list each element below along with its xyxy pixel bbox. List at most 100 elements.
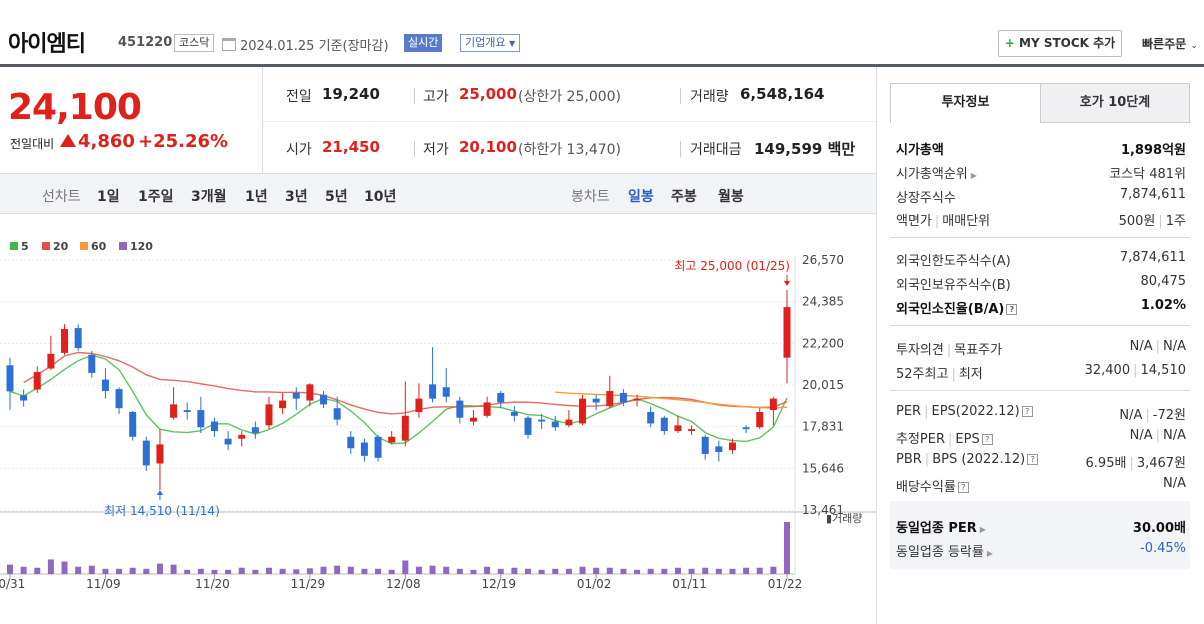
low-value: 20,100 <box>459 138 517 156</box>
candle-body <box>401 415 409 441</box>
info-value: 500원 <box>1118 214 1156 229</box>
x-tick-label: 11/20 <box>195 577 230 591</box>
tab-invest-info[interactable]: 투자정보 <box>890 83 1041 123</box>
volume-bar <box>661 568 668 574</box>
volume-bar <box>320 566 327 574</box>
chevron-down-icon: ▼ <box>508 39 516 48</box>
candle-body <box>688 429 696 432</box>
volume-bar <box>293 569 300 574</box>
period-1d[interactable]: 1일 <box>97 189 120 205</box>
volume-bar <box>497 568 504 574</box>
legend-label: 120 <box>130 240 153 253</box>
candle-body <box>170 404 178 418</box>
chevron-down-icon: ⌄ <box>1190 41 1198 51</box>
candle-body <box>715 446 723 453</box>
info-row: 투자의견 | 목표주가 N/A | N/A <box>896 339 1186 358</box>
y-tick-label: 13,461 <box>802 503 844 517</box>
volume-bar <box>252 569 259 574</box>
info-row[interactable]: 시가총액순위 ▶ 코스닥 481위 <box>896 163 1186 183</box>
period-10y[interactable]: 10년 <box>364 189 397 205</box>
volume-bar <box>156 563 163 574</box>
candle-daily[interactable]: 일봉 <box>628 189 654 205</box>
volume-value: 6,548,164 <box>740 85 825 103</box>
candle-body <box>279 400 287 409</box>
volume-bar <box>306 568 313 574</box>
info-value: N/A <box>1163 339 1186 354</box>
volume-bar <box>102 568 109 574</box>
candle-chart-label: 봉차트 <box>571 189 610 205</box>
candle-weekly[interactable]: 주봉 <box>671 189 697 205</box>
candle-body <box>6 365 14 392</box>
info-label: 시가총액 <box>896 143 944 158</box>
volume-bar <box>47 559 54 574</box>
add-mystock-button[interactable]: + MY STOCK 추가 <box>998 30 1122 57</box>
info-value: N/A <box>1163 428 1186 443</box>
candle-body <box>429 384 437 399</box>
quick-order-label: 빠른주문 <box>1142 37 1187 51</box>
upper-limit: (상한가 25,000) <box>518 89 622 105</box>
legend-ma20: 20 <box>42 240 68 253</box>
candle-body <box>306 384 314 401</box>
amount-label: 거래대금 <box>690 142 742 158</box>
volume-bar <box>715 568 722 574</box>
realtime-button[interactable]: 실시간 <box>404 34 443 52</box>
candle-body <box>483 402 491 416</box>
help-icon[interactable]: ? <box>981 434 993 445</box>
volume-bar <box>402 560 409 574</box>
volume-bar <box>702 567 709 574</box>
period-1w[interactable]: 1주일 <box>138 189 174 205</box>
info-row[interactable]: 동일업종 등락률 ▶ -0.45% <box>896 541 1186 561</box>
info-value: 80,475 <box>1140 274 1187 289</box>
prev-close-value: 19,240 <box>322 85 380 103</box>
volume-bar <box>184 569 191 574</box>
legend-ma60: 60 <box>80 240 106 253</box>
info-row: 추정PER | EPS? N/A | N/A <box>896 428 1186 447</box>
candle-body <box>769 398 777 411</box>
period-5y[interactable]: 5년 <box>325 189 348 205</box>
high-value: 25,000 <box>459 85 517 103</box>
info-label: 상장주식수 <box>896 191 956 206</box>
divider <box>890 325 1190 326</box>
ma5-line <box>9 354 788 445</box>
legend-label: 20 <box>53 240 69 253</box>
candle-body <box>742 427 750 430</box>
help-icon[interactable]: ? <box>1006 304 1018 315</box>
volume-bar <box>88 565 95 574</box>
help-icon[interactable]: ? <box>1021 406 1033 417</box>
plus-icon: + <box>1004 36 1015 50</box>
info-value: 1.02% <box>1140 298 1186 313</box>
volume-bar <box>770 566 777 574</box>
info-row: 외국인소진율(B/A)? 1.02% <box>896 298 1186 318</box>
volume-bar <box>538 569 545 574</box>
period-3m[interactable]: 3개월 <box>191 189 227 205</box>
stock-chart[interactable]: 26,570 24,385 22,200 20,015 17,831 15,646 13,4… <box>0 250 876 624</box>
volume-bar <box>347 566 354 574</box>
volume-bar <box>593 567 600 574</box>
info-row: 배당수익률? N/A <box>896 476 1186 496</box>
volume-bar <box>688 568 695 574</box>
volume-label: 거래량 <box>690 89 729 105</box>
info-value: N/A <box>1163 476 1186 491</box>
info-label: 액면가 <box>896 214 932 229</box>
info-value: N/A <box>1129 428 1153 443</box>
help-icon[interactable]: ? <box>1027 454 1039 465</box>
open-value: 21,450 <box>322 138 380 156</box>
period-1y[interactable]: 1년 <box>245 189 268 205</box>
info-label: PBR <box>896 452 922 467</box>
info-row: 외국인한도주식수(A) 7,874,611 <box>896 250 1186 270</box>
period-3y[interactable]: 3년 <box>285 189 308 205</box>
candle-monthly[interactable]: 월봉 <box>718 189 744 205</box>
company-overview-dropdown[interactable]: 기업개요 ▼ <box>460 34 521 52</box>
up-triangle-icon <box>60 134 76 147</box>
legend-ma120: 120 <box>119 240 153 253</box>
candle-body <box>210 421 218 432</box>
volume-bar <box>75 566 82 574</box>
x-tick-label: 12/08 <box>386 577 421 591</box>
help-icon[interactable]: ? <box>957 482 969 493</box>
amount-number: 149,599 <box>754 140 823 158</box>
info-row[interactable]: 동일업종 PER ▶ 30.00배 <box>896 517 1186 537</box>
y-tick-label: 26,570 <box>802 253 844 267</box>
candle-body <box>20 395 28 401</box>
quick-order-button[interactable]: 빠른주문 ⌄ <box>1142 35 1198 52</box>
tab-order-book[interactable]: 호가 10단계 <box>1040 83 1190 123</box>
